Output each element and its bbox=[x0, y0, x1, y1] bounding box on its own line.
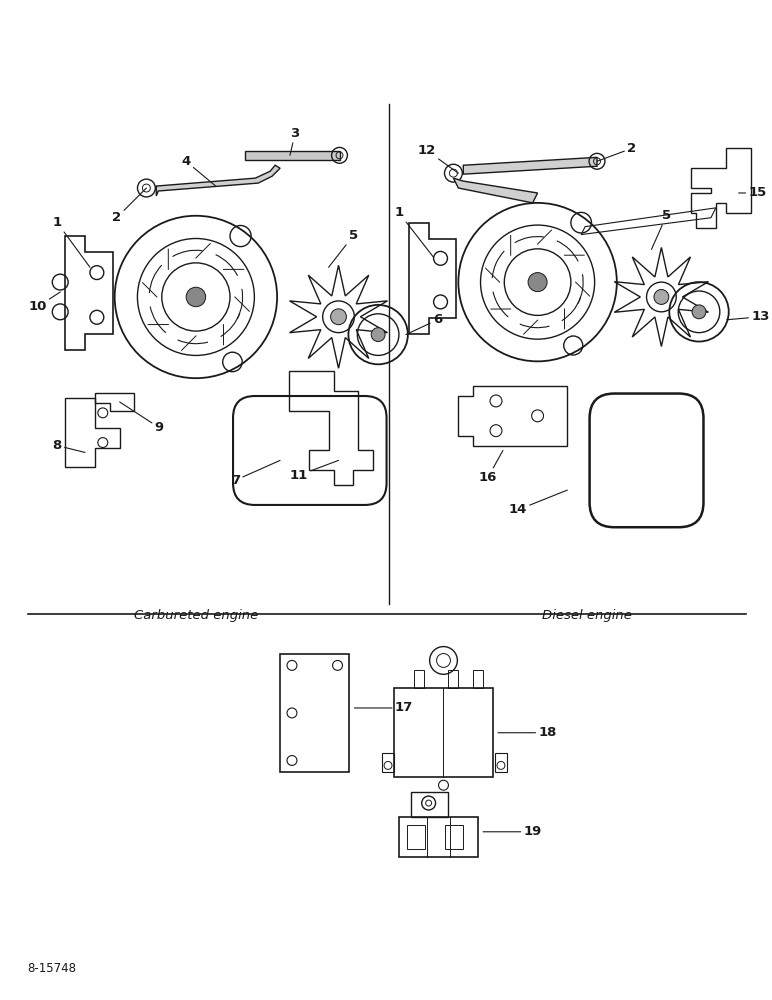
Bar bbox=[495, 753, 507, 772]
Text: 11: 11 bbox=[290, 460, 338, 482]
Text: 5: 5 bbox=[329, 229, 358, 267]
Text: 1: 1 bbox=[394, 206, 434, 257]
Text: 15: 15 bbox=[739, 186, 767, 199]
Circle shape bbox=[654, 290, 669, 304]
Text: 14: 14 bbox=[509, 490, 567, 516]
Bar bbox=[399, 817, 478, 857]
Text: Diesel engine: Diesel engine bbox=[542, 609, 632, 622]
Text: 19: 19 bbox=[483, 825, 542, 838]
Text: 2: 2 bbox=[597, 142, 636, 161]
Text: 8-15748: 8-15748 bbox=[28, 962, 76, 975]
Text: 10: 10 bbox=[29, 292, 60, 313]
Polygon shape bbox=[453, 178, 537, 203]
Bar bbox=[449, 670, 459, 688]
Polygon shape bbox=[463, 157, 597, 174]
Circle shape bbox=[186, 287, 205, 307]
Text: 3: 3 bbox=[290, 127, 300, 155]
Polygon shape bbox=[245, 151, 340, 160]
Bar bbox=[414, 670, 424, 688]
Circle shape bbox=[692, 305, 706, 319]
Text: 17: 17 bbox=[354, 701, 413, 714]
Bar bbox=[394, 688, 493, 777]
Bar bbox=[407, 825, 425, 849]
Text: 2: 2 bbox=[112, 188, 147, 224]
Text: 8: 8 bbox=[52, 439, 85, 452]
Circle shape bbox=[528, 273, 547, 292]
Circle shape bbox=[330, 309, 347, 325]
Text: 7: 7 bbox=[231, 460, 280, 487]
Text: 4: 4 bbox=[181, 155, 215, 186]
Text: 18: 18 bbox=[498, 726, 557, 739]
Circle shape bbox=[371, 328, 385, 342]
Text: 13: 13 bbox=[726, 310, 770, 323]
Text: 9: 9 bbox=[120, 402, 164, 434]
Bar bbox=[382, 753, 394, 772]
Bar bbox=[445, 825, 463, 849]
Text: 16: 16 bbox=[479, 450, 503, 484]
Polygon shape bbox=[156, 165, 280, 196]
Text: Carbureted engine: Carbureted engine bbox=[134, 609, 258, 622]
Bar bbox=[280, 654, 350, 772]
Bar bbox=[473, 670, 483, 688]
Text: 12: 12 bbox=[418, 144, 459, 173]
Text: 5: 5 bbox=[652, 209, 671, 249]
Text: 1: 1 bbox=[52, 216, 90, 267]
Text: 6: 6 bbox=[406, 313, 442, 335]
